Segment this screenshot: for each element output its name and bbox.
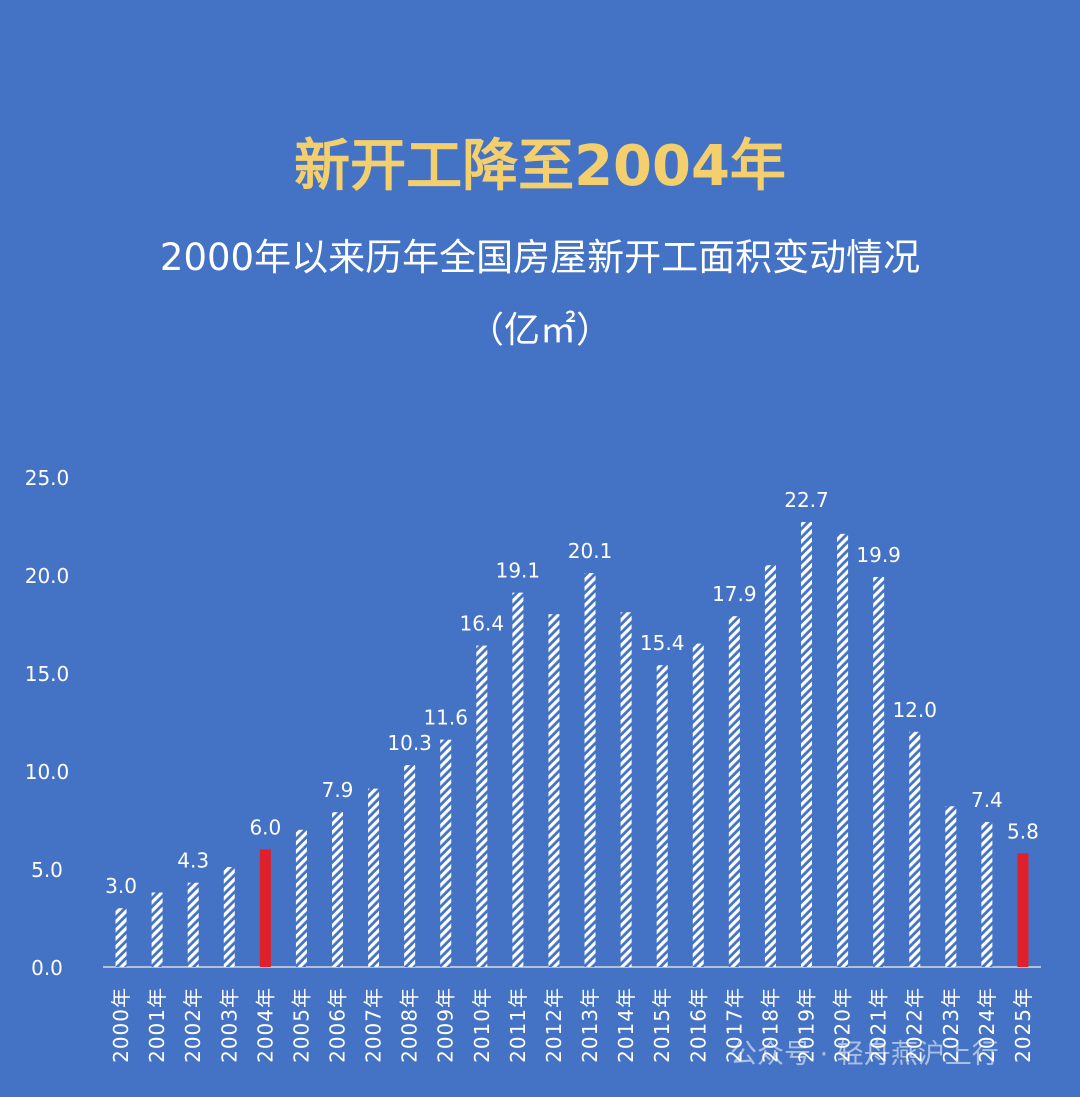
bar-highlighted <box>1017 853 1029 967</box>
data-label: 19.9 <box>856 543 901 567</box>
data-label: 15.4 <box>640 631 685 655</box>
x-tick-label: 2013年 <box>578 987 602 1063</box>
x-tick-label: 2017年 <box>722 987 746 1063</box>
bar <box>620 612 632 967</box>
x-tick-label: 2019年 <box>795 987 819 1063</box>
watermark-text: 公众号 · 轻舟燕沪上行 <box>730 1039 999 1070</box>
x-tick-label: 2025年 <box>1011 987 1035 1063</box>
x-tick-label: 2009年 <box>434 987 458 1063</box>
data-label: 3.0 <box>105 874 137 898</box>
chart-subtitle: 2000年以来历年全国房屋新开工面积变动情况 <box>160 236 920 279</box>
bar <box>764 565 776 967</box>
y-tick-label: 20.0 <box>25 564 70 588</box>
x-tick-label: 2021年 <box>867 987 891 1063</box>
data-label: 7.4 <box>971 788 1003 812</box>
x-tick-label: 2024年 <box>975 987 999 1063</box>
chart-title: 新开工降至2004年 <box>294 134 786 199</box>
data-label: 17.9 <box>712 582 757 606</box>
y-tick-label: 5.0 <box>31 858 63 882</box>
data-label: 11.6 <box>423 706 468 730</box>
y-tick-label: 25.0 <box>25 466 70 490</box>
bar-highlighted <box>259 849 271 967</box>
chart-unit: （亿㎡） <box>468 309 612 351</box>
y-axis: 0.0 5.0 10.0 15.0 20.0 25.0 <box>25 466 70 980</box>
bar <box>909 731 921 967</box>
bar <box>187 882 199 967</box>
bar <box>548 614 560 967</box>
x-tick-label: 2011年 <box>506 987 530 1063</box>
x-tick-label: 2020年 <box>831 987 855 1063</box>
data-label: 22.7 <box>784 488 829 512</box>
x-tick-label: 2003年 <box>217 987 241 1063</box>
x-tick-label: 2010年 <box>470 987 494 1063</box>
x-tick-label: 2008年 <box>398 987 422 1063</box>
y-tick-label: 15.0 <box>25 662 70 686</box>
bar <box>692 643 704 967</box>
bar <box>115 908 127 967</box>
bar <box>404 765 416 967</box>
bar <box>368 788 380 967</box>
bar <box>295 829 307 967</box>
data-label: 19.1 <box>496 559 541 583</box>
bar <box>837 533 849 967</box>
x-tick-label: 2001年 <box>145 987 169 1063</box>
x-tick-label: 2012年 <box>542 987 566 1063</box>
data-label: 10.3 <box>387 731 432 755</box>
bar <box>584 573 596 967</box>
data-label: 4.3 <box>177 849 209 873</box>
x-tick-label: 2018年 <box>758 987 782 1063</box>
x-tick-label: 2014年 <box>614 987 638 1063</box>
x-tick-label: 2016年 <box>686 987 710 1063</box>
x-tick-label: 2004年 <box>253 987 277 1063</box>
data-label: 6.0 <box>249 815 281 839</box>
x-tick-label: 2000年 <box>109 987 133 1063</box>
data-labels-group: 3.0 4.3 6.0 7.9 10.311.6 16.4 19.1 20.1 15.4 17.9… <box>105 488 1039 898</box>
x-tick-labels-group: 2000年 2001年 2002年 2003年 2004年 2005年 2006年 2007年… <box>109 987 1035 1063</box>
x-tick-label: 2005年 <box>289 987 313 1063</box>
data-label: 7.9 <box>322 778 354 802</box>
bar <box>440 739 452 967</box>
bar <box>512 592 524 967</box>
x-tick-label: 2023年 <box>939 987 963 1063</box>
bar <box>945 806 957 967</box>
bar <box>476 645 488 967</box>
y-tick-label: 0.0 <box>31 956 63 980</box>
bar <box>223 867 235 967</box>
bar <box>801 522 812 967</box>
data-label: 20.1 <box>568 539 613 563</box>
data-label: 16.4 <box>460 612 505 636</box>
bar <box>332 812 343 967</box>
data-label: 5.8 <box>1007 819 1039 843</box>
x-tick-label: 2002年 <box>181 987 205 1063</box>
x-tick-label: 2007年 <box>362 987 386 1063</box>
y-tick-label: 10.0 <box>25 760 70 784</box>
x-tick-label: 2006年 <box>326 987 350 1063</box>
bars-group <box>115 522 1029 967</box>
bar <box>728 616 740 967</box>
data-label: 12.0 <box>892 698 937 722</box>
x-tick-label: 2015年 <box>650 987 674 1063</box>
x-tick-label: 2022年 <box>903 987 927 1063</box>
bar <box>656 665 668 967</box>
bar <box>981 821 993 967</box>
bar <box>151 892 163 967</box>
bar <box>873 576 885 967</box>
